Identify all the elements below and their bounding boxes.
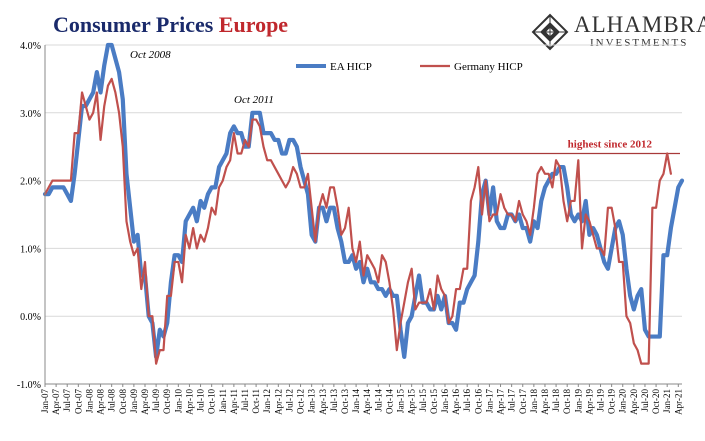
annotation-oct-2008: Oct 2008 xyxy=(130,49,171,61)
x-tick-label: Oct-08 xyxy=(118,389,128,414)
x-tick-label: Apr-17 xyxy=(496,389,506,415)
x-tick-label: Jul-08 xyxy=(107,389,117,412)
x-tick-label: Jul-20 xyxy=(640,389,650,412)
x-tick-label: Oct-13 xyxy=(340,389,350,414)
x-tick-label: Oct-18 xyxy=(562,389,572,414)
x-tick-label: Apr-20 xyxy=(629,389,639,415)
y-tick-label: 4.0% xyxy=(20,41,41,52)
x-tick-label: Apr-09 xyxy=(140,389,150,415)
x-tick-label: Jul-13 xyxy=(329,389,339,412)
x-tick-label: Jul-11 xyxy=(240,389,250,411)
x-tick-label: Apr-15 xyxy=(407,389,417,415)
x-tick-label: Apr-08 xyxy=(96,389,106,415)
x-tick-label: Jul-14 xyxy=(373,389,383,412)
x-tick-label: Apr-13 xyxy=(318,389,328,415)
x-tick-label: Oct-20 xyxy=(651,389,661,414)
x-tick-label: Oct-16 xyxy=(473,389,483,414)
y-tick-label: 1.0% xyxy=(20,244,41,255)
x-tick-label: Jul-16 xyxy=(462,389,472,412)
x-tick-label: Oct-12 xyxy=(296,389,306,414)
ea-hicp-line xyxy=(42,42,685,359)
alhambra-emblem-icon xyxy=(531,13,569,51)
germany-hicp-line xyxy=(43,77,672,365)
x-tick-label: Jul-19 xyxy=(596,389,606,412)
logo-subtitle: INVESTMENTS xyxy=(590,37,689,49)
y-tick-label: 2.0% xyxy=(20,177,41,188)
x-tick-label: Jan-16 xyxy=(440,389,450,413)
x-tick-label: Jan-10 xyxy=(173,389,183,413)
x-tick-label: Jan-15 xyxy=(396,389,406,413)
x-tick-label: Oct-09 xyxy=(162,389,172,414)
x-tick-label: Jan-07 xyxy=(40,389,50,413)
x-tick-label: Jul-10 xyxy=(196,389,206,412)
legend-label: Germany HICP xyxy=(454,61,523,73)
y-tick-label: 0.0% xyxy=(20,312,41,323)
x-tick-label: Oct-14 xyxy=(384,389,394,414)
series-layer xyxy=(42,42,685,365)
legend-label: EA HICP xyxy=(330,61,372,73)
x-tick-label: Jul-15 xyxy=(418,389,428,412)
x-tick-label: Jan-08 xyxy=(84,389,94,413)
axis-layer: 4.0%3.0%2.0%1.0%0.0%-1.0%Jan-07 Apr-07 Jul… xyxy=(17,41,683,415)
y-tick-label: -1.0% xyxy=(17,380,41,391)
x-tick-label: Jan-09 xyxy=(129,389,139,413)
x-tick-label: Jul-07 xyxy=(62,389,72,412)
x-tick-label: Apr-07 xyxy=(51,389,61,415)
x-tick-label: Jan-13 xyxy=(307,389,317,413)
company-logo: ALHAMBRA INVESTMENTS xyxy=(528,10,705,54)
logo-name: ALHAMBRA xyxy=(574,12,705,37)
x-tick-label: Jul-18 xyxy=(551,389,561,412)
x-tick-label: Jan-14 xyxy=(351,389,361,413)
x-tick-label: Jul-09 xyxy=(151,389,161,412)
y-tick-label: 3.0% xyxy=(20,109,41,120)
x-tick-label: Apr-14 xyxy=(362,389,372,415)
x-tick-label: Jan-19 xyxy=(573,389,583,413)
x-tick-label: Jan-11 xyxy=(218,389,228,413)
x-tick-label: Jul-17 xyxy=(507,389,517,412)
title-main: Consumer Prices xyxy=(53,12,214,37)
x-tick-label: Oct-11 xyxy=(251,389,261,414)
title-accent: Europe xyxy=(218,12,289,37)
x-tick-label: Jan-17 xyxy=(484,389,494,413)
annotation-layer: Oct 2008 Oct 2011 highest since 2012 xyxy=(130,49,652,150)
x-tick-label: Apr-21 xyxy=(673,389,683,415)
x-tick-label: Apr-10 xyxy=(184,389,194,415)
x-tick-label: Oct-07 xyxy=(73,389,83,414)
x-tick-label: Jan-12 xyxy=(262,389,272,413)
x-tick-label: Apr-11 xyxy=(229,389,239,414)
x-tick-label: Apr-18 xyxy=(540,389,550,415)
x-tick-label: Jan-18 xyxy=(529,389,539,413)
x-tick-label: Apr-12 xyxy=(273,389,283,415)
x-tick-label: Oct-15 xyxy=(429,389,439,414)
x-tick-label: Jan-21 xyxy=(662,389,672,413)
x-tick-label: Apr-16 xyxy=(451,389,461,415)
x-tick-label: Jul-12 xyxy=(284,389,294,412)
x-tick-label: Jan-20 xyxy=(618,389,628,413)
x-tick-label: Apr-19 xyxy=(584,389,594,415)
x-tick-label: Oct-19 xyxy=(607,389,617,414)
annotation-oct-2011: Oct 2011 xyxy=(234,94,274,106)
x-tick-label: Oct-10 xyxy=(207,389,217,414)
x-tick-label: Oct-17 xyxy=(518,389,528,414)
chart-legend: EA HICP Germany HICP xyxy=(296,61,523,73)
chart-title: Consumer Prices Europe xyxy=(53,12,288,38)
annotation-highest-since-2012: highest since 2012 xyxy=(568,138,653,150)
